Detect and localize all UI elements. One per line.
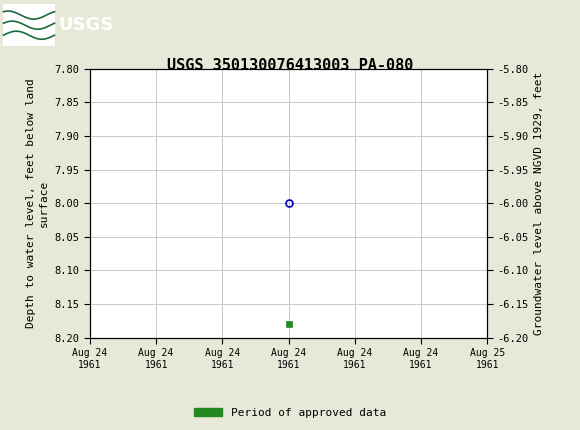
Legend: Period of approved data: Period of approved data (190, 403, 390, 422)
Bar (3, 4, 55, 46)
Y-axis label: Depth to water level, feet below land
surface: Depth to water level, feet below land su… (26, 78, 49, 328)
Text: USGS: USGS (58, 16, 113, 34)
Text: USGS 350130076413003 PA-080: USGS 350130076413003 PA-080 (167, 58, 413, 73)
Y-axis label: Groundwater level above NGVD 1929, feet: Groundwater level above NGVD 1929, feet (534, 71, 545, 335)
